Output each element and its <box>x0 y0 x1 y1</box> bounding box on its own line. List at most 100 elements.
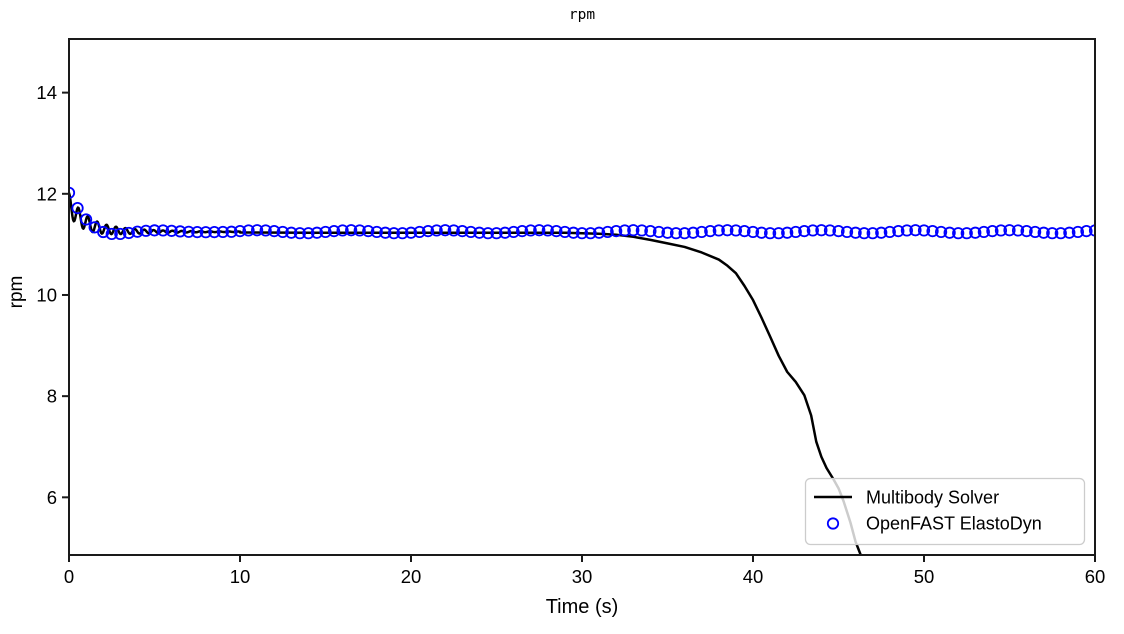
data-point-marker <box>883 225 896 239</box>
data-point-marker <box>259 224 272 237</box>
data-point-marker <box>69 186 76 199</box>
data-point-marker <box>661 226 674 239</box>
data-point-marker <box>524 224 537 237</box>
data-point-marker <box>781 226 794 239</box>
data-point-marker <box>917 224 931 237</box>
data-point-marker <box>909 224 922 237</box>
data-point-marker <box>131 225 144 238</box>
data-point-marker <box>635 224 648 237</box>
data-point-marker <box>1037 226 1050 239</box>
data-point-marker <box>404 226 418 239</box>
data-point-marker <box>994 224 1008 237</box>
data-point-marker <box>387 227 400 240</box>
data-point-marker <box>592 226 606 239</box>
data-point-marker <box>644 225 657 238</box>
data-point-marker <box>1011 224 1025 237</box>
data-point-marker <box>943 226 956 239</box>
data-point-marker <box>1029 225 1042 239</box>
legend-box <box>804 477 1086 546</box>
data-point-marker <box>379 226 392 239</box>
data-point-marker <box>823 224 837 237</box>
data-point-marker <box>900 224 914 237</box>
multibody-solver-line <box>69 191 862 555</box>
data-point-marker <box>233 225 247 238</box>
y-tick-label: 8 <box>47 386 57 407</box>
data-point-marker <box>840 225 854 239</box>
data-point-marker <box>80 213 93 226</box>
data-point-marker <box>652 225 666 239</box>
legend: Multibody Solver OpenFAST ElastoDyn <box>804 477 1086 546</box>
data-point-marker <box>832 225 845 238</box>
data-point-marker <box>704 225 717 238</box>
y-tick-label: 6 <box>47 487 57 508</box>
data-point-marker <box>191 226 204 239</box>
series-layer <box>69 186 1095 555</box>
data-point-marker <box>627 224 640 237</box>
data-point-marker <box>618 224 631 237</box>
data-point-marker <box>516 225 529 238</box>
data-point-marker <box>866 227 879 240</box>
data-point-marker <box>105 227 118 241</box>
data-point-marker <box>336 224 349 237</box>
data-point-marker <box>216 225 229 239</box>
data-point-marker <box>285 226 298 239</box>
ticks-layer: 0 10 20 30 40 50 60 6 8 10 12 14 <box>36 82 1105 587</box>
data-point-marker <box>327 225 341 238</box>
data-point-marker <box>447 224 460 237</box>
x-tick-label: 30 <box>572 566 593 587</box>
data-point-marker <box>952 227 965 240</box>
data-point-marker <box>208 226 221 239</box>
data-point-marker <box>345 224 358 237</box>
data-point-marker <box>225 225 238 238</box>
x-tick-label: 40 <box>743 566 764 587</box>
chart-title: rpm <box>569 7 595 23</box>
y-tick-label: 12 <box>36 183 57 204</box>
data-point-marker <box>969 226 982 239</box>
data-point-marker <box>892 225 905 238</box>
data-point-marker <box>746 225 760 239</box>
x-tick-label: 10 <box>230 566 251 587</box>
data-point-marker <box>934 225 948 239</box>
data-point-marker <box>97 225 110 239</box>
data-point-marker <box>789 225 802 239</box>
legend-circle-marker-icon <box>826 517 840 530</box>
data-point-marker <box>678 227 691 240</box>
data-point-marker <box>1020 225 1033 238</box>
data-point-marker <box>421 225 435 238</box>
data-point-marker <box>669 227 683 240</box>
data-point-marker <box>396 227 409 240</box>
data-point-marker <box>319 225 332 239</box>
y-axis-label: rpm <box>6 276 27 309</box>
data-point-marker <box>310 226 324 239</box>
data-point-marker <box>473 226 486 239</box>
data-point-marker <box>481 227 495 240</box>
data-point-marker <box>712 224 725 237</box>
data-point-marker <box>798 225 811 238</box>
data-point-marker <box>122 226 135 240</box>
data-point-marker <box>584 227 597 240</box>
data-point-marker <box>721 224 734 237</box>
legend-label-openfast: OpenFAST ElastoDyn <box>866 514 1042 534</box>
data-point-marker <box>755 226 768 239</box>
data-point-marker <box>353 224 366 237</box>
openfast-elastodyn-markers <box>69 186 1095 241</box>
y-tick-label: 14 <box>36 82 57 103</box>
data-point-marker <box>439 224 452 237</box>
data-point-marker <box>601 225 614 239</box>
data-point-marker <box>738 225 751 238</box>
data-point-marker <box>986 225 999 238</box>
data-point-marker <box>71 202 84 215</box>
data-point-marker <box>490 227 503 240</box>
data-point-marker <box>977 225 990 239</box>
data-point-marker <box>729 224 743 237</box>
data-point-marker <box>1088 224 1095 237</box>
data-point-marker <box>1046 227 1059 240</box>
data-point-marker <box>362 225 375 238</box>
x-tick-label: 50 <box>914 566 935 587</box>
data-point-marker <box>772 227 785 240</box>
data-point-marker <box>558 225 572 239</box>
data-point-marker <box>293 227 306 240</box>
data-point-marker <box>268 225 281 238</box>
data-point-marker <box>370 225 383 239</box>
